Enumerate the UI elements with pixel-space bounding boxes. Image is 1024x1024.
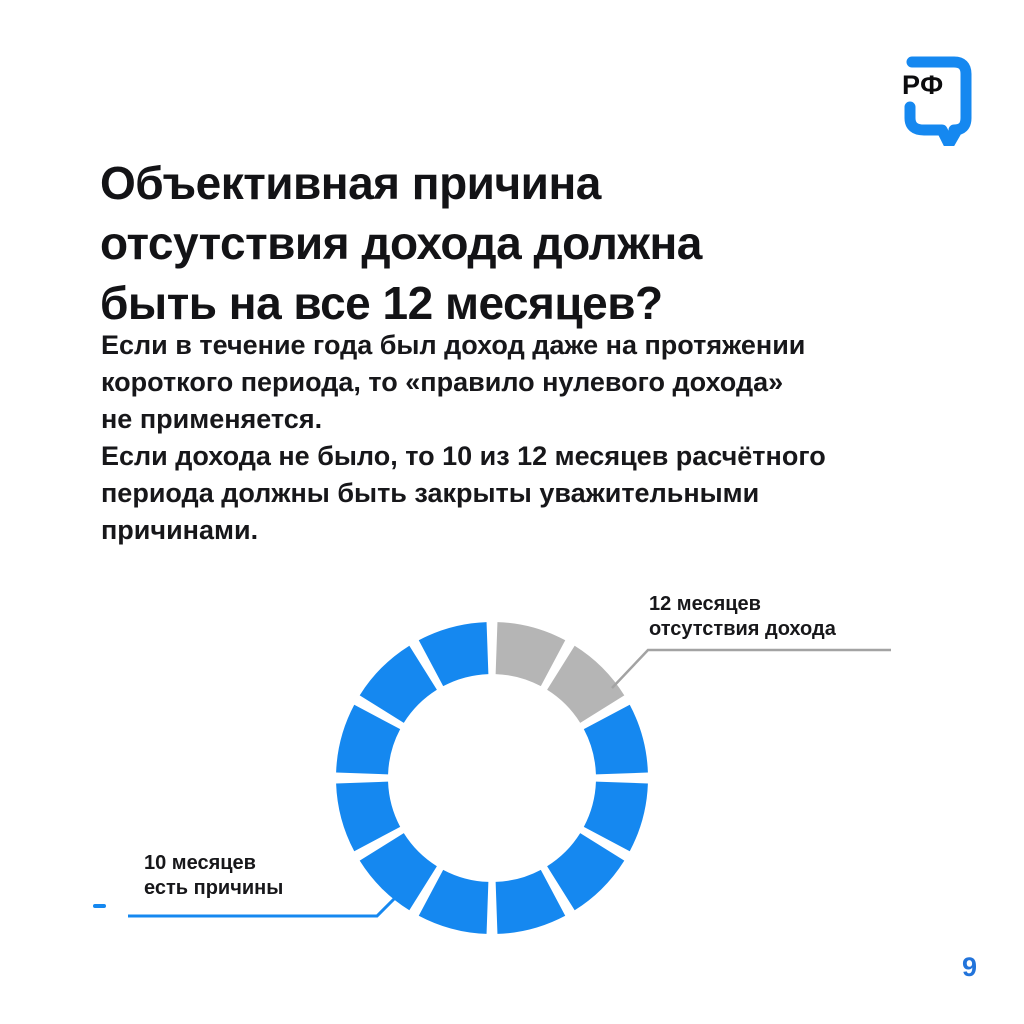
- donut-segment-blue-12: [418, 622, 490, 687]
- annotation-line: 10 месяцев: [144, 852, 256, 874]
- donut-segment-blue-6: [494, 869, 566, 934]
- paragraph-line: причинами.: [101, 515, 259, 545]
- rf-speech-bubble-logo: РФ: [898, 54, 972, 146]
- paragraph-income-rule: Если в течение года был доход даже на пр…: [101, 327, 805, 438]
- logo-text: РФ: [902, 70, 944, 100]
- donut-segment-blue-7: [418, 869, 490, 934]
- paragraph-line: не применяется.: [101, 404, 323, 434]
- donut-segment-gray-2: [546, 645, 625, 724]
- paragraph-line: Если дохода не было, то 10 из 12 месяцев…: [101, 441, 826, 471]
- paragraph-line: короткого периода, то «правило нулевого …: [101, 367, 784, 397]
- donut-segment-blue-9: [336, 780, 401, 852]
- annotation-blue-segments: 10 месяцев есть причины: [144, 851, 283, 901]
- donut-segment-blue-3: [583, 704, 648, 776]
- donut-segment-blue-11: [359, 645, 438, 724]
- speech-bubble-icon: [904, 56, 972, 146]
- paragraph-line: Если в течение года был доход даже на пр…: [101, 330, 806, 360]
- annotation-line: есть причины: [144, 877, 284, 899]
- title-line: быть на все 12 месяцев?: [100, 276, 663, 329]
- donut-segment-blue-10: [336, 704, 401, 776]
- annotation-line: отсутствия дохода: [649, 618, 836, 640]
- page-title: Объективная причина отсутствия дохода до…: [100, 153, 702, 333]
- donut-segment-gray-1: [494, 622, 566, 687]
- annotation-gray-segments: 12 месяцев отсутствия дохода: [649, 592, 836, 642]
- paragraph-valid-reasons: Если дохода не было, то 10 из 12 месяцев…: [101, 438, 826, 549]
- page-number: 9: [962, 952, 978, 982]
- title-line: отсутствия дохода должна: [100, 216, 702, 269]
- donut-chart-figure: 12 месяцев отсутствия дохода 10 месяцев …: [0, 580, 1024, 980]
- leader-line-gray: [611, 648, 891, 689]
- donut-chart: [336, 622, 648, 934]
- donut-segment-blue-8: [359, 832, 438, 911]
- title-line: Объективная причина: [100, 156, 601, 209]
- donut-segment-blue-5: [546, 832, 625, 911]
- annotation-line: 12 месяцев: [649, 593, 761, 615]
- donut-segment-blue-4: [583, 780, 648, 852]
- paragraph-line: периода должны быть закрыты уважительным…: [101, 478, 760, 508]
